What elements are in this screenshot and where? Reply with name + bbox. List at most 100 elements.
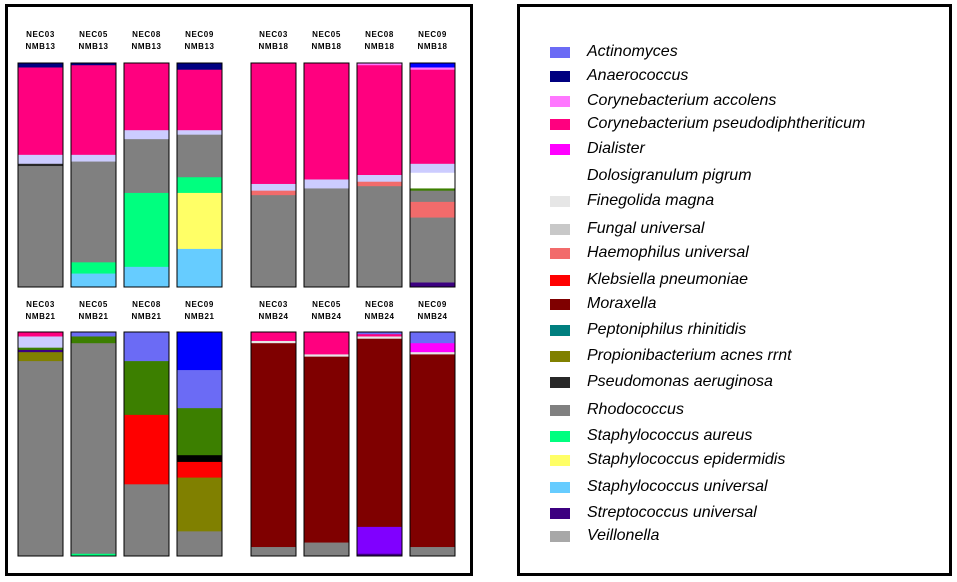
bar-segment-nec09-nmb21-green-2	[177, 408, 222, 456]
legend-swatch-fungal-universal	[550, 223, 570, 235]
bar-segment-nec08-nmb21-rhodococcus-3	[124, 484, 169, 557]
bar-segment-nec09-nmb18-rhodococcus-8	[410, 217, 455, 283]
bar-segment-nec09-nmb13-anaerococcus-0	[177, 63, 222, 71]
bar-segment-nec05-nmb21-staphylococcus-aureus-3	[71, 553, 116, 557]
bar-segment-nec09-nmb24-actinomyces-0	[410, 332, 455, 344]
bar-outline-nec05-nmb13	[70, 62, 117, 288]
stack-label-nec09-nmb18-line1: NEC09	[418, 30, 447, 39]
stack-label-nec05-nmb21-line1: NEC05	[79, 300, 108, 309]
bar-segment-nec08-nmb24-finegolida-magna-2	[357, 336, 402, 340]
legend-label-dolosigranulum-pigrum: Dolosigranulum pigrum	[587, 167, 752, 184]
legend-label-anaerococcus: Anaerococcus	[587, 67, 689, 84]
bar-segment-nec03-nmb24-rhodococcus-3	[251, 547, 296, 557]
stack-label-nec05-nmb18-line1: NEC05	[312, 30, 341, 39]
legend-swatch-propionibacterium-acnes-rrnt	[550, 350, 570, 362]
bar-segment-nec08-nmb18-corynebacterium-accolens-0	[357, 63, 402, 66]
bar-segment-nec09-nmb21-propionibacterium-acnes-rrnt-5	[177, 477, 222, 532]
bar-segment-nec03-nmb21-streptococcus-universal-3	[18, 349, 63, 353]
legend-swatch-haemophilus-universal	[550, 247, 570, 259]
bar-segment-nec09-nmb18-streptococcus-universal-9	[410, 282, 455, 288]
bar-segment-nec08-nmb13-staphylococcus-aureus-3	[124, 192, 169, 268]
bar-outline-nec09-nmb21	[176, 331, 223, 557]
bar-segment-nec08-nmb18-rhodococcus-4	[357, 186, 402, 288]
stack-label-nec03-nmb24-line1: NEC03	[259, 300, 288, 309]
bar-segment-nec09-nmb18-green-5	[410, 188, 455, 192]
stack-label-nec08-nmb13-line1: NEC08	[132, 30, 161, 39]
legend-item-finegolida-magna: Finegolida magna	[550, 191, 714, 211]
stack-label-nec09-nmb13-line2: NMB13	[184, 42, 214, 51]
stack-label-nec05-nmb13-line1: NEC05	[79, 30, 108, 39]
bar-segment-nec09-nmb18-dolosigranulum-pigrum-4	[410, 172, 455, 189]
bar-segment-nec09-nmb24-rhodococcus-4	[410, 547, 455, 557]
bar-segment-nec03-nmb24-moraxella-2	[251, 343, 296, 548]
bar-segment-nec08-nmb13-rhodococcus-2	[124, 139, 169, 194]
legend-item-corynebacterium-accolens: Corynebacterium accolens	[550, 91, 776, 111]
legend-label-propionibacterium-acnes-rrnt: Propionibacterium acnes rrnt	[587, 347, 792, 364]
stack-label-nec09-nmb18-line2: NMB18	[417, 42, 447, 51]
bar-outline-nec08-nmb13	[123, 62, 170, 288]
stack-label-nec09-nmb21-line2: NMB21	[184, 312, 214, 321]
bar-segment-nec09-nmb13-staphylococcus-universal-6	[177, 248, 222, 288]
bar-outline-nec05-nmb24	[303, 331, 350, 557]
bar-segment-nec08-nmb24-moraxella-3	[357, 338, 402, 528]
legend-item-haemophilus-universal: Haemophilus universal	[550, 243, 749, 263]
legend-panel: Actinomyces Anaerococcus Corynebacterium a…	[517, 4, 952, 576]
bar-segment-nec05-nmb13-staphylococcus-universal-5	[71, 273, 116, 288]
stack-label-nec08-nmb18-line1: NEC08	[365, 30, 394, 39]
legend-swatch-staphylococcus-aureus	[550, 430, 570, 442]
bar-segment-nec08-nmb24-actinomyces-0	[357, 332, 402, 335]
legend-label-veillonella: Veillonella	[587, 527, 660, 544]
stack-label-nec05-nmb18-line2: NMB18	[311, 42, 341, 51]
legend-item-propionibacterium-acnes-rrnt: Propionibacterium acnes rrnt	[550, 346, 792, 366]
bar-segment-nec05-nmb13-corynebacterium-pseudodiphtheriticum-1	[71, 65, 116, 156]
legend-swatch-moraxella	[550, 298, 570, 310]
stack-label-nec03-nmb24-line2: NMB24	[258, 312, 288, 321]
legend-label-peptoniphilus-rhinitidis: Peptoniphilus rhinitidis	[587, 321, 747, 338]
legend-swatch-dolosigranulum-pigrum	[550, 170, 570, 182]
legend-label-moraxella: Moraxella	[587, 295, 657, 312]
legend-label-klebsiella-pneumoniae: Klebsiella pneumoniae	[587, 271, 748, 288]
bar-outline-nec05-nmb18	[303, 62, 350, 288]
bar-segment-nec05-nmb24-moraxella-2	[304, 356, 349, 543]
bar-segment-nec05-nmb24-finegolida-magna-1	[304, 354, 349, 358]
bar-segment-nec09-nmb18-corynebacterium-accolens-1	[410, 67, 455, 71]
bar-outline-nec03-nmb18	[250, 62, 297, 288]
bar-segment-nec03-nmb24-finegolida-magna-1	[251, 340, 296, 344]
legend-item-peptoniphilus-rhinitidis: Peptoniphilus rhinitidis	[550, 320, 746, 340]
bar-segment-nec09-nmb21-blue-0	[177, 332, 222, 371]
bar-segment-nec08-nmb18-lavender-band-2	[357, 175, 402, 183]
legend-swatch-actinomyces	[550, 46, 570, 58]
bar-outline-nec08-nmb18	[356, 62, 403, 288]
legend-label-staphylococcus-universal: Staphylococcus universal	[587, 478, 768, 495]
legend-item-klebsiella-pneumoniae: Klebsiella pneumoniae	[550, 270, 748, 290]
bar-segment-nec09-nmb18-lavender-band-3	[410, 163, 455, 174]
bar-segment-nec08-nmb13-corynebacterium-pseudodiphtheriticum-0	[124, 63, 169, 131]
legend-swatch-staphylococcus-epidermidis	[550, 454, 570, 466]
legend-item-veillonella: Veillonella	[550, 526, 659, 546]
legend-label-finegolida-magna: Finegolida magna	[587, 192, 715, 209]
stack-label-nec03-nmb13-line1: NEC03	[26, 30, 55, 39]
bar-segment-nec05-nmb21-green-1	[71, 336, 116, 344]
bar-segment-nec09-nmb21-black-3	[177, 455, 222, 463]
bar-segment-nec03-nmb13-rhodococcus-4	[18, 166, 63, 288]
bar-segment-nec03-nmb18-lavender-band-1	[251, 183, 296, 192]
bar-segment-nec03-nmb13-anaerococcus-0	[18, 63, 63, 68]
legend-swatch-peptoniphilus-rhinitidis	[550, 324, 570, 336]
bar-segment-nec08-nmb13-staphylococcus-universal-4	[124, 266, 169, 288]
stack-label-nec05-nmb24-line1: NEC05	[312, 300, 341, 309]
legend-label-actinomyces: Actinomyces	[587, 43, 678, 60]
legend-item-dolosigranulum-pigrum: Dolosigranulum pigrum	[550, 166, 752, 186]
bar-segment-nec05-nmb24-corynebacterium-pseudodiphtheriticum-0	[304, 332, 349, 355]
bar-segment-nec08-nmb18-corynebacterium-pseudodiphtheriticum-1	[357, 65, 402, 176]
stack-label-nec09-nmb24-line2: NMB24	[417, 312, 447, 321]
stack-label-nec08-nmb21-line1: NEC08	[132, 300, 161, 309]
stack-label-nec03-nmb18-line2: NMB18	[258, 42, 288, 51]
stack-label-nec05-nmb21-line2: NMB21	[78, 312, 108, 321]
legend-swatch-klebsiella-pneumoniae	[550, 274, 570, 286]
legend-swatch-streptococcus-universal	[550, 507, 570, 519]
bar-segment-nec05-nmb13-anaerococcus-0	[71, 63, 116, 66]
legend-item-anaerococcus: Anaerococcus	[550, 66, 688, 86]
bar-segment-nec03-nmb21-lavender-band-1	[18, 336, 63, 349]
bar-segment-nec09-nmb24-moraxella-3	[410, 354, 455, 548]
bar-segment-nec05-nmb21-rhodococcus-2	[71, 343, 116, 555]
